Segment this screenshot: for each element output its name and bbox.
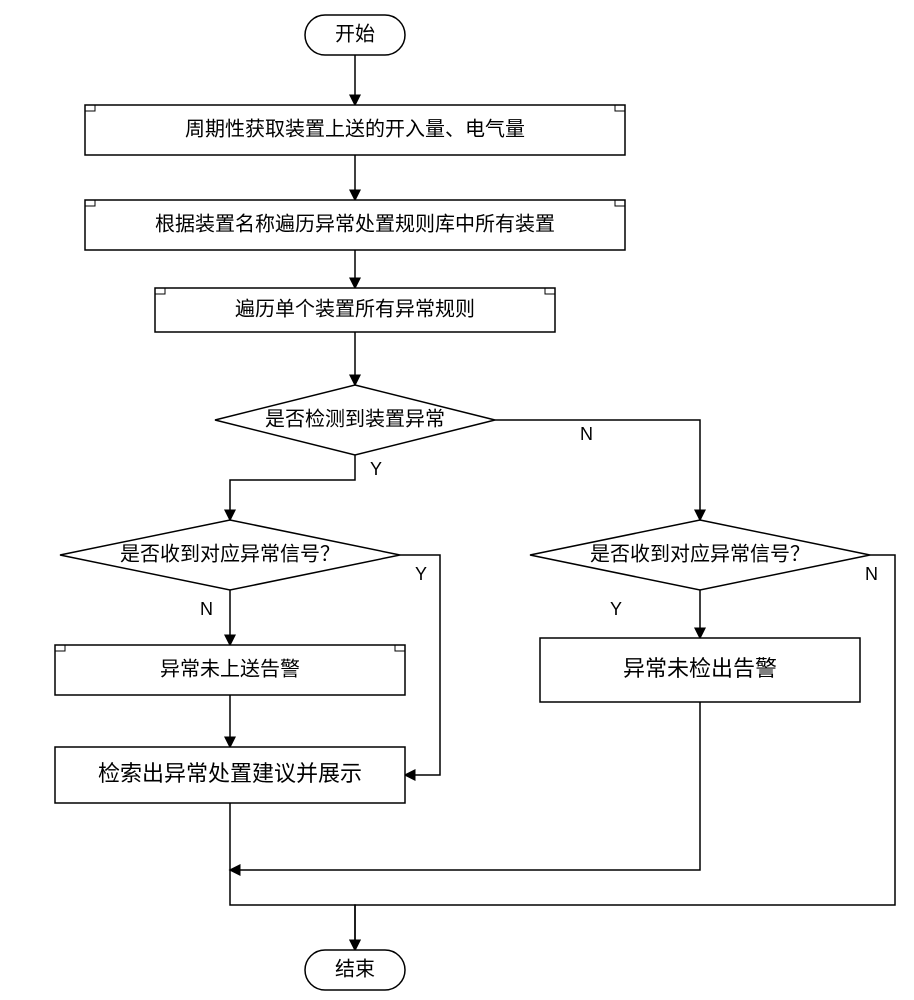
decision-label-d1: 是否检测到装置异常: [265, 407, 445, 430]
process-label-p5: 异常未检出告警: [623, 656, 777, 681]
edge-label-7: Y: [415, 564, 427, 584]
edge-label-4: Y: [370, 459, 382, 479]
edge-12: [230, 803, 355, 950]
edge-label-5: N: [580, 424, 593, 444]
process-label-p6: 检索出异常处置建议并展示: [98, 761, 362, 786]
edge-7: [400, 555, 440, 775]
edge-label-9: Y: [610, 599, 622, 619]
terminator-label-end: 结束: [335, 957, 375, 980]
process-label-p4: 异常未上送告警: [160, 657, 300, 680]
edge-10: [355, 555, 895, 950]
decision-label-d2: 是否收到对应异常信号？: [120, 542, 340, 565]
process-label-p1: 周期性获取装置上送的开入量、电气量: [185, 117, 525, 140]
process-label-p2: 根据装置名称遍历异常处置规则库中所有装置: [155, 212, 555, 235]
edge-4: [230, 455, 355, 520]
terminator-label-start: 开始: [335, 22, 375, 45]
decision-label-d3: 是否收到对应异常信号？: [590, 542, 810, 565]
flowchart: Y N N Y Y N 开始结束 周期性获取装置上送的开入量、电气量根据装置名称遍历异常处置规…: [0, 0, 914, 1000]
edge-label-6: N: [200, 599, 213, 619]
edge-label-10: N: [865, 564, 878, 584]
edge-5: [495, 420, 700, 520]
process-label-p3: 遍历单个装置所有异常规则: [235, 297, 475, 320]
